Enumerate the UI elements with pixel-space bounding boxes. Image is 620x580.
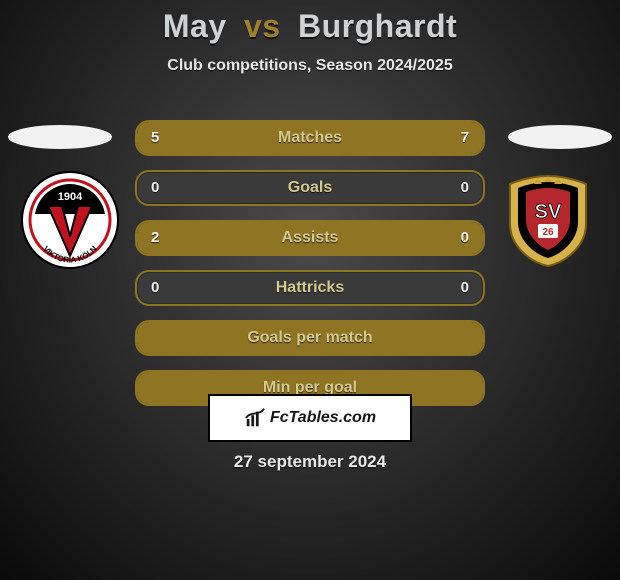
stat-label: Goals: [137, 172, 483, 204]
club-crest-left: 1904 VIKTORIA KÖLN: [20, 170, 120, 270]
stat-value-right: 7: [461, 122, 469, 154]
stat-row-hattricks: 0 0Hattricks: [135, 270, 485, 306]
page-title: May vs Burghardt: [0, 0, 620, 45]
svg-text:26: 26: [542, 227, 554, 238]
club-crest-right: SV 26: [498, 170, 598, 270]
brand-icon: [244, 407, 266, 429]
stat-value-right: 0: [461, 272, 469, 304]
svg-text:SV: SV: [535, 201, 562, 223]
player2-photo-placeholder: [508, 125, 612, 149]
date-text: 27 september 2024: [0, 452, 620, 472]
stat-row-matches: 57Matches: [135, 120, 485, 156]
brand-text: FcTables.com: [270, 409, 376, 427]
brand-badge[interactable]: FcTables.com: [208, 394, 412, 442]
stat-value-left: 5: [151, 122, 159, 154]
comparison-card: May vs Burghardt Club competitions, Seas…: [0, 0, 620, 580]
stat-row-assists: 20Assists: [135, 220, 485, 256]
player2-name: Burghardt: [298, 8, 457, 44]
player1-name: May: [163, 8, 227, 44]
svg-text:1904: 1904: [58, 191, 83, 203]
stat-row-goals-per-match: Goals per match: [135, 320, 485, 356]
stat-value-right: 0: [461, 222, 469, 254]
stat-fill-right: [275, 122, 483, 154]
stat-value-left: 2: [151, 222, 159, 254]
player1-photo-placeholder: [8, 125, 112, 149]
stat-fill: [137, 222, 483, 254]
stat-row-goals: 0 0Goals: [135, 170, 485, 206]
vs-label: vs: [244, 8, 281, 44]
subtitle: Club competitions, Season 2024/2025: [0, 57, 620, 75]
stat-label: Hattricks: [137, 272, 483, 304]
stat-value-left: 0: [151, 272, 159, 304]
stat-value-right: 0: [461, 172, 469, 204]
stat-value-left: 0: [151, 172, 159, 204]
stats-panel: 57Matches00Goals20Assists00HattricksGoal…: [135, 120, 485, 420]
stat-fill: [137, 322, 483, 354]
